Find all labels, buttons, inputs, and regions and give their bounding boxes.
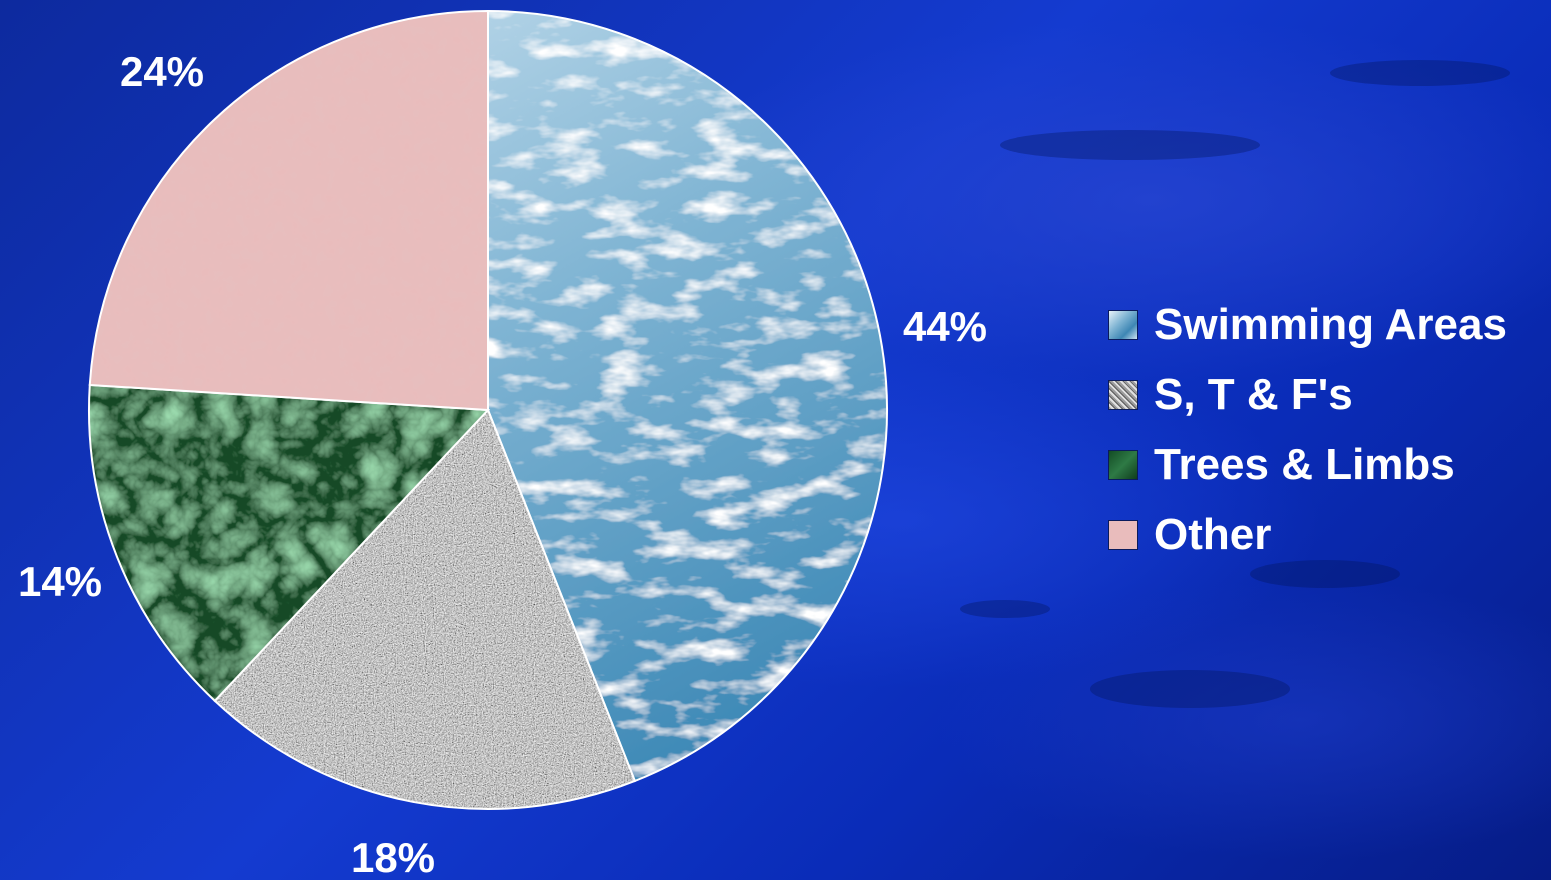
slice-percent-label: 24% bbox=[119, 48, 205, 95]
legend-label: Trees & Limbs bbox=[1154, 440, 1455, 489]
legend-swatch bbox=[1108, 380, 1138, 410]
water-ripple bbox=[960, 600, 1050, 618]
slice-stf bbox=[213, 408, 637, 810]
slice-other bbox=[88, 9, 489, 412]
water-ripple bbox=[1250, 560, 1400, 588]
slice-percent-label: 18% bbox=[350, 834, 436, 881]
slice-percent-label: 44% bbox=[902, 303, 988, 350]
legend-label: Other bbox=[1154, 510, 1272, 559]
legend-item-trees-limbs: Trees & Limbs bbox=[1108, 430, 1507, 500]
legend-item-swimming-areas: Swimming Areas bbox=[1108, 290, 1507, 360]
water-ripple bbox=[1000, 130, 1260, 160]
legend-swatch bbox=[1108, 310, 1138, 340]
water-ripple bbox=[1330, 60, 1510, 86]
legend-swatch bbox=[1108, 520, 1138, 550]
legend-swatch bbox=[1108, 450, 1138, 480]
legend-item-stf: S, T & F's bbox=[1108, 360, 1507, 430]
chart-legend: Swimming Areas S, T & F's Trees & Limbs … bbox=[1108, 290, 1507, 570]
slice-trees-limbs bbox=[88, 383, 491, 703]
slice-percent-label: 14% bbox=[17, 558, 103, 605]
legend-label: Swimming Areas bbox=[1154, 300, 1507, 349]
slice-swimming-areas bbox=[487, 9, 888, 783]
legend-label: S, T & F's bbox=[1154, 370, 1353, 419]
water-ripple bbox=[1090, 670, 1290, 708]
legend-item-other: Other bbox=[1108, 500, 1507, 570]
